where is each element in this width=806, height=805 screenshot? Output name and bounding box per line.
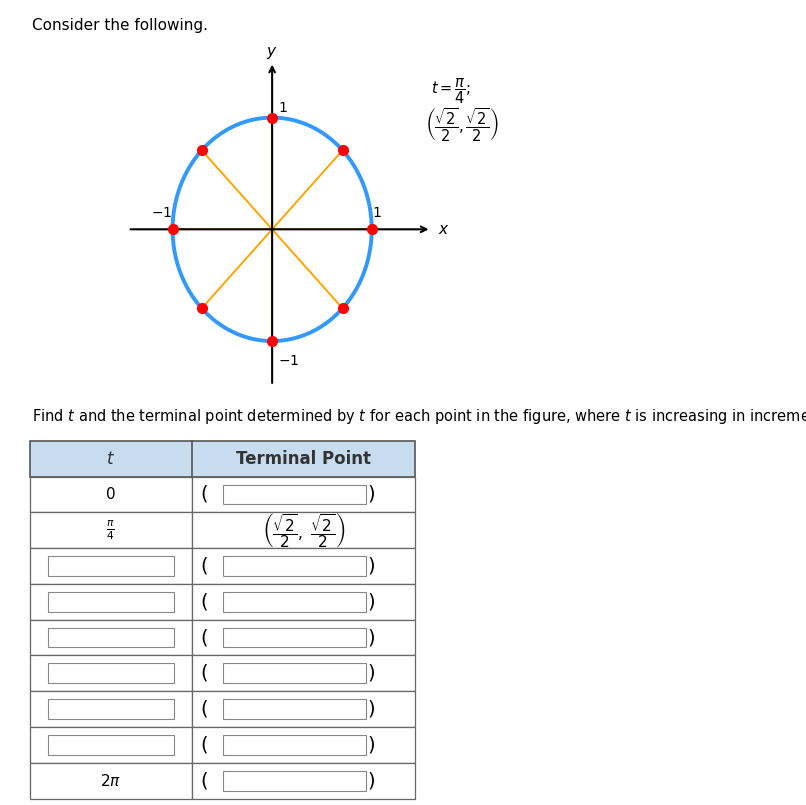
Text: $t$: $t$ [106, 450, 115, 468]
Text: (: ( [201, 700, 208, 719]
Text: ): ) [367, 628, 375, 647]
Text: $x$: $x$ [438, 222, 449, 237]
Text: ): ) [367, 664, 375, 683]
Text: (: ( [201, 664, 208, 683]
Text: ): ) [367, 485, 375, 504]
Text: Terminal Point: Terminal Point [236, 450, 371, 468]
Text: $2\pi$: $2\pi$ [100, 773, 121, 789]
Text: (: ( [201, 736, 208, 754]
Text: $-1$: $-1$ [152, 206, 172, 221]
Text: Consider the following.: Consider the following. [32, 18, 208, 33]
Text: (: ( [201, 556, 208, 576]
Text: $t = \dfrac{\pi}{4};$: $t = \dfrac{\pi}{4};$ [431, 76, 472, 106]
Text: $\frac{\pi}{4}$: $\frac{\pi}{4}$ [106, 518, 115, 542]
Text: $-1$: $-1$ [278, 354, 299, 369]
Text: ): ) [367, 736, 375, 754]
Text: ): ) [367, 771, 375, 791]
Text: (: ( [201, 771, 208, 791]
Text: (: ( [201, 628, 208, 647]
Text: Find $t$ and the terminal point determined by $t$ for each point in the figure, : Find $t$ and the terminal point determin… [32, 407, 806, 426]
Text: ): ) [367, 700, 375, 719]
Text: ): ) [367, 592, 375, 611]
Text: $1$: $1$ [372, 206, 381, 221]
Text: $\left(\dfrac{\sqrt{2}}{2}, \dfrac{\sqrt{2}}{2}\right)$: $\left(\dfrac{\sqrt{2}}{2}, \dfrac{\sqrt… [425, 106, 499, 143]
Text: $1$: $1$ [278, 101, 288, 115]
Text: (: ( [201, 485, 208, 504]
Text: 0: 0 [106, 487, 115, 502]
Text: (: ( [201, 592, 208, 611]
Text: $y$: $y$ [266, 45, 278, 60]
Text: ): ) [367, 556, 375, 576]
Text: $\left(\dfrac{\sqrt{2}}{2},\ \dfrac{\sqrt{2}}{2}\right)$: $\left(\dfrac{\sqrt{2}}{2},\ \dfrac{\sqr… [262, 510, 345, 550]
